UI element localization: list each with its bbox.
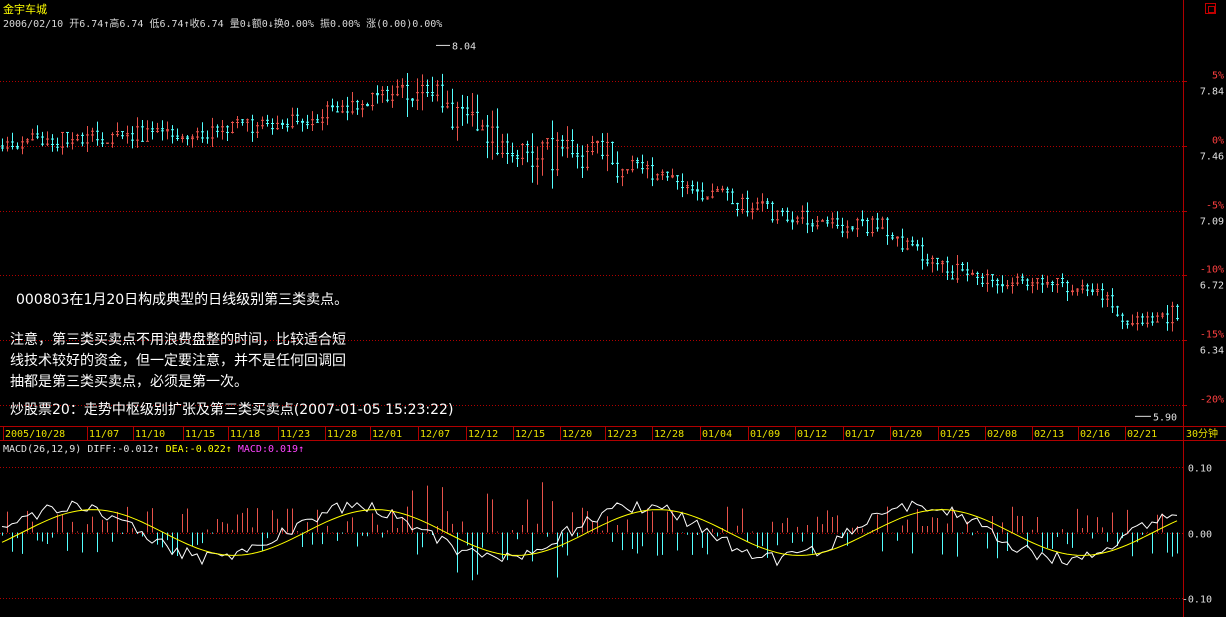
info-low: 低6.74↑	[149, 19, 190, 30]
period-label: 30分钟	[1186, 427, 1218, 440]
price-pct-label: -5%	[1206, 201, 1224, 212]
price-value-label: 6.72	[1200, 281, 1224, 292]
date-label: 11/07	[89, 429, 119, 440]
info-close: 收6.74	[189, 19, 224, 30]
annotation-main: 000803在1月20日构成典型的日线级别第三类卖点。	[16, 292, 349, 308]
macd-legend-macd: MACD:0.019↑	[237, 444, 305, 455]
macd-legend: MACD(26,12,9) DIFF:-0.012↑ DEA:-0.022↑ M…	[3, 444, 304, 455]
window-restore-button[interactable]	[1205, 3, 1216, 14]
macd-dea-line	[1, 509, 1178, 556]
info-amplitude: 振0.00%	[319, 19, 361, 30]
date-label: 01/17	[845, 429, 875, 440]
window-title: 金宇车城	[3, 3, 47, 16]
annotation-source: 炒股票20：走势中枢级别扩张及第三类买卖点(2007-01-05 15:23:2…	[10, 402, 454, 418]
price-pct-label: -10%	[1200, 265, 1224, 276]
date-label: 11/15	[185, 429, 215, 440]
info-amount: 额0↓	[251, 19, 274, 30]
date-label: 11/23	[280, 429, 310, 440]
info-date: 2006/02/10	[3, 19, 64, 30]
price-value-label: 7.09	[1200, 217, 1224, 228]
note-line: 抽都是第三类买卖点，必须是第一次。	[10, 374, 248, 390]
info-turnover: 换0.00%	[273, 19, 314, 30]
quote-info-bar: 2006/02/10 开6.74↑高6.74 低6.74↑收6.74 量0↓额0…	[3, 15, 442, 30]
macd-legend-diff: DIFF:-0.012↑	[87, 444, 160, 455]
date-label: 02/08	[987, 429, 1017, 440]
date-label: 11/28	[327, 429, 357, 440]
price-value-label: 7.84	[1200, 87, 1224, 98]
date-label: 12/15	[515, 429, 545, 440]
macd-axis-label: 0.10	[1188, 464, 1212, 475]
price-value-label: 6.34	[1200, 346, 1224, 357]
date-label: 12/28	[654, 429, 684, 440]
note-line: 注意，第三类买卖点不用浪费盘整的时间，比较适合短	[10, 332, 346, 348]
info-volume: 量0↓	[229, 19, 252, 30]
note-line: 线技术较好的资金，但一定要注意，并不是任何回调回	[10, 353, 346, 369]
info-high: 高6.74	[109, 19, 144, 30]
price-pct-label: 5%	[1212, 71, 1224, 82]
price-pct-label: -15%	[1200, 330, 1224, 341]
macd-legend-name: MACD(26,12,9)	[3, 444, 82, 455]
date-label: 11/18	[230, 429, 260, 440]
date-label: 11/10	[135, 429, 165, 440]
date-label: 02/21	[1127, 429, 1157, 440]
macd-legend-dea: DEA:-0.022↑	[165, 444, 232, 455]
date-label: 12/20	[562, 429, 592, 440]
date-label: 01/09	[750, 429, 780, 440]
info-change: 涨(0.00)0.00%	[366, 19, 443, 30]
date-label: 12/07	[420, 429, 450, 440]
annotation-note: 注意，第三类买卖点不用浪费盘整的时间，比较适合短 线技术较好的资金，但一定要注意，…	[10, 330, 346, 393]
date-label: 01/20	[892, 429, 922, 440]
macd-axis-label: 0.00	[1188, 530, 1212, 541]
macd-axis-label: -0.10	[1182, 595, 1212, 606]
price-pct-label: 0%	[1212, 136, 1224, 147]
date-label: 12/12	[468, 429, 498, 440]
date-label: 12/01	[372, 429, 402, 440]
high-marker-label: 8.04	[452, 41, 476, 52]
price-value-label: 7.46	[1200, 152, 1224, 163]
date-label: 01/12	[797, 429, 827, 440]
date-label: 01/04	[702, 429, 732, 440]
macd-diff-line	[1, 500, 1178, 567]
date-label: 01/25	[940, 429, 970, 440]
price-pct-label: -20%	[1200, 395, 1224, 406]
date-label: 02/13	[1034, 429, 1064, 440]
info-open: 开6.74↑	[69, 19, 110, 30]
date-label: 12/23	[607, 429, 637, 440]
date-label: 2005/10/28	[5, 429, 65, 440]
low-marker-label: 5.90	[1153, 412, 1177, 423]
date-label: 02/16	[1080, 429, 1110, 440]
